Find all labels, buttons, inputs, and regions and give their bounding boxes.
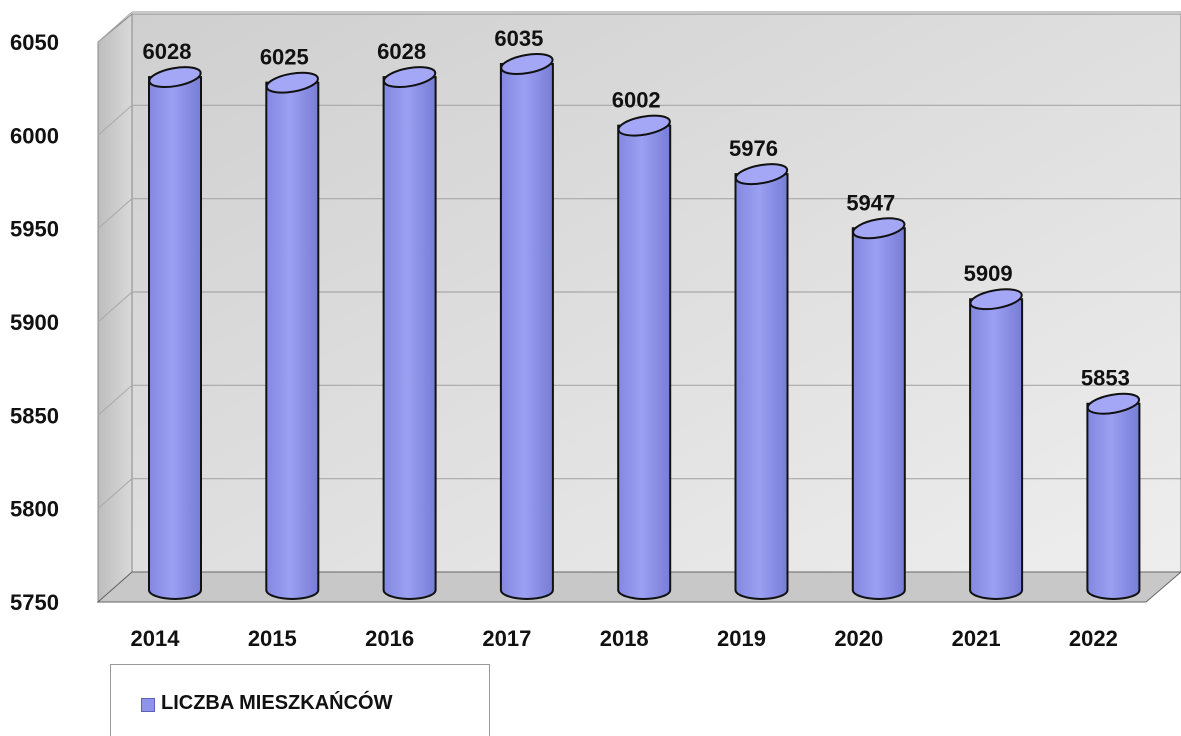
bar-top [382,66,437,89]
data-label-2014: 6028 [143,39,192,64]
data-label-2018: 6002 [612,88,661,113]
x-tick-2019: 2019 [717,626,766,651]
x-tick-2021: 2021 [952,626,1001,651]
bar-2015 [265,71,320,600]
bar-2018 [617,114,672,600]
bar-top [148,66,202,89]
y-axis: 5750 5800 5850 5900 5950 6000 6050 [10,30,59,615]
bar-body [499,63,554,600]
bar-top [265,71,319,94]
y-tick-label: 5800 [10,497,59,522]
bar-2020 [851,217,906,600]
bar-top [734,163,789,186]
bar-2016 [382,66,437,600]
y-tick-label: 5850 [10,403,59,428]
bar-top [852,217,906,240]
bar-body [1086,402,1141,600]
bar-top [500,53,554,75]
y-tick-label: 5900 [10,310,59,335]
bar-2022 [1086,392,1141,600]
bar-body [851,227,906,600]
legend: LICZBA MIESZKAŃCÓW [110,664,490,736]
x-tick-2017: 2017 [482,626,531,651]
data-label-2017: 6035 [494,26,543,51]
bar-2019 [734,163,789,600]
data-label-2021: 5909 [964,261,1013,286]
bar-body [148,76,202,600]
y-tick-label: 6000 [10,123,59,148]
gridline-side-5800 [97,478,133,510]
gridline-side-6050 [97,11,133,43]
y-tick-label: 6050 [10,30,59,55]
x-tick-2016: 2016 [365,626,414,651]
data-label-2022: 5853 [1081,366,1130,391]
bar-top [617,114,671,137]
x-tick-2022: 2022 [1069,626,1118,651]
bar-body [382,76,437,600]
x-tick-2020: 2020 [834,626,883,651]
data-label-2020: 5947 [846,190,895,215]
data-label-2016: 6028 [377,39,426,64]
gridline-side-5850 [97,384,133,416]
gridline-side-5900 [97,291,133,323]
data-label-2019: 5976 [729,136,778,161]
bars: 6028 6025 6028 6035 6002 5976 5947 5909 5853 [143,26,1141,600]
bar-body [734,173,789,600]
x-axis: 2014 2015 2016 2017 2018 2019 2020 2021 2022 [131,626,1118,651]
legend-swatch [141,698,155,712]
bar-2017 [499,53,554,600]
gridline-side-5950 [97,198,133,230]
x-tick-2018: 2018 [600,626,649,651]
bar-2014 [148,66,202,600]
bar-body [617,124,672,600]
bar-body [969,298,1024,600]
y-tick-label: 5950 [10,217,59,242]
bar-top [969,288,1023,311]
x-tick-2014: 2014 [131,626,181,651]
bar-2021 [969,288,1024,600]
gridline-side-6000 [97,104,133,136]
y-tick-label: 5750 [10,590,59,615]
legend-label: LICZBA MIESZKAŃCÓW [161,692,393,714]
data-label-2015: 6025 [260,45,309,70]
x-tick-2015: 2015 [248,626,297,651]
side-wall [97,12,133,604]
bar-top [1086,392,1141,415]
bar-body [265,81,320,600]
